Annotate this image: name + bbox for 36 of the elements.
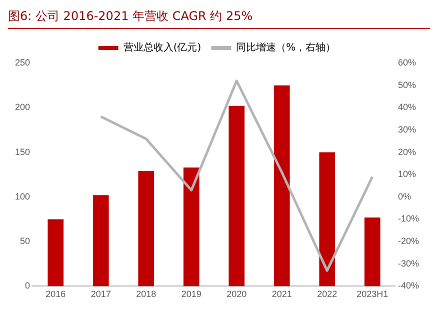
x-tick-label: 2017 — [90, 289, 111, 300]
x-tick-label: 2020 — [226, 289, 247, 300]
bar — [228, 106, 245, 286]
y-tick-label: 150 — [14, 146, 30, 157]
y2-tick-label: -10% — [398, 214, 420, 224]
bar — [274, 85, 290, 286]
y2-tick-label: 10% — [398, 169, 416, 180]
y2-tick-label: 0% — [398, 191, 412, 202]
bar — [48, 219, 64, 286]
x-tick-label: 2021 — [272, 289, 292, 300]
y-tick-label: 250 — [14, 57, 30, 68]
legend-label: 营业总收入(亿元) — [123, 42, 202, 54]
y2-tick-label: 50% — [398, 80, 416, 90]
y-tick-label: 50 — [20, 236, 30, 246]
y2-tick-label: 60% — [398, 57, 416, 68]
bar — [183, 167, 200, 286]
y-tick-label: 200 — [14, 102, 30, 112]
x-tick-label: 2019 — [181, 289, 202, 300]
legend-label: 同比增速（%，右轴） — [236, 42, 336, 54]
y2-tick-label: -20% — [398, 236, 420, 246]
bar — [92, 195, 109, 286]
bar — [319, 152, 336, 286]
x-tick-label: 2022 — [317, 289, 338, 300]
x-tick-label: 2016 — [46, 289, 66, 300]
bar — [138, 171, 154, 286]
x-tick-label: 2023H1 — [356, 289, 388, 300]
x-tick-label: 2018 — [136, 289, 156, 300]
bar — [364, 217, 380, 286]
chart-title: 图6: 公司 2016-2021 年营收 CAGR 约 25% — [8, 8, 430, 29]
y2-tick-label: 40% — [398, 102, 416, 112]
y2-tick-label: 20% — [398, 146, 416, 157]
y2-tick-label: 30% — [398, 124, 416, 134]
y2-tick-label: -30% — [398, 258, 420, 268]
y-tick-label: 0 — [25, 280, 30, 291]
y-tick-label: 100 — [14, 191, 30, 202]
y2-tick-label: -40% — [398, 280, 420, 291]
